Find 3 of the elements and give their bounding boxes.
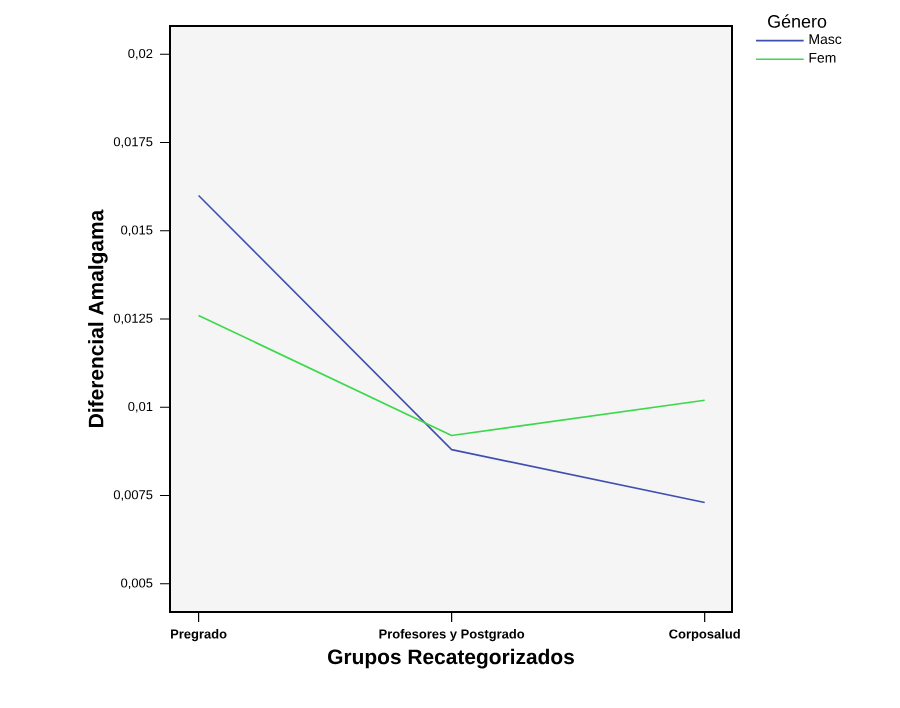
x-axis-title: Grupos Recategorizados [328,648,574,669]
legend-title: Género [768,14,827,28]
y-axis-title: Diferencial Amalgama [88,209,108,427]
